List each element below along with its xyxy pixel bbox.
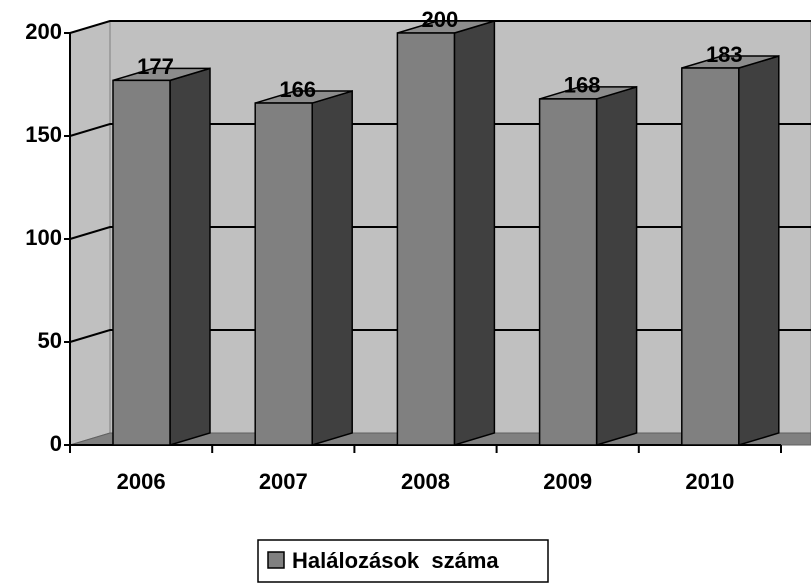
legend-box	[257, 539, 549, 583]
x-tick-label: 2008	[401, 469, 450, 494]
y-tick-label: 150	[25, 122, 62, 147]
y-tick-label: 50	[38, 328, 62, 353]
bar-front	[396, 32, 456, 446]
y-tick-label: 200	[25, 19, 62, 44]
data-label: 177	[137, 54, 174, 79]
data-label: 168	[564, 73, 601, 98]
bar-side	[169, 67, 211, 447]
x-tick-label: 2009	[543, 469, 592, 494]
x-tick-label: 2006	[117, 469, 166, 494]
x-tick-label: 2010	[685, 469, 734, 494]
bar-front	[681, 67, 740, 446]
bar-front	[112, 79, 171, 446]
legend-label: Halálozások száma	[292, 548, 499, 573]
bar	[396, 19, 496, 447]
y-tick-label: 0	[50, 431, 62, 456]
x-tick-label: 2007	[259, 469, 308, 494]
bar	[681, 55, 780, 447]
bar	[538, 85, 638, 447]
bar-side	[595, 85, 638, 447]
data-label: 166	[279, 77, 316, 102]
data-label: 200	[422, 7, 459, 32]
bar-side	[453, 19, 496, 447]
legend-swatch	[267, 551, 285, 569]
data-label: 183	[706, 42, 743, 67]
bar-side	[738, 55, 780, 447]
y-tick-label: 100	[25, 225, 62, 250]
bar-front	[254, 102, 313, 446]
bar	[112, 67, 211, 447]
bar	[254, 90, 353, 447]
grid-line	[69, 20, 811, 34]
bar-front	[538, 98, 598, 446]
bar-side	[311, 90, 353, 447]
